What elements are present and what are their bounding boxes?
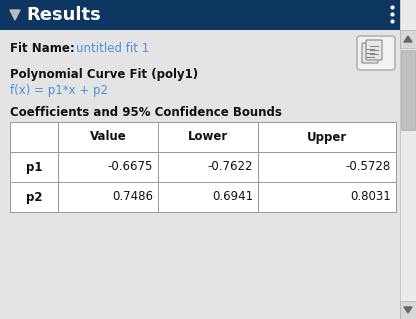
Text: 0.7486: 0.7486: [112, 190, 153, 204]
Text: 0.8031: 0.8031: [350, 190, 391, 204]
Text: f(x) = p1*x + p2: f(x) = p1*x + p2: [10, 84, 108, 97]
Text: untitled fit 1: untitled fit 1: [76, 42, 149, 55]
Text: -0.5728: -0.5728: [346, 160, 391, 174]
Text: Upper: Upper: [307, 130, 347, 144]
Text: p1: p1: [26, 160, 42, 174]
Bar: [58, 152, 158, 182]
Text: p2: p2: [26, 190, 42, 204]
FancyBboxPatch shape: [362, 43, 378, 63]
Text: Lower: Lower: [188, 130, 228, 144]
Bar: [400, 301, 416, 319]
Text: -0.6675: -0.6675: [108, 160, 153, 174]
Text: 0.6941: 0.6941: [212, 190, 253, 204]
Text: -0.7622: -0.7622: [208, 160, 253, 174]
Bar: [158, 152, 258, 182]
Bar: [400, 30, 416, 48]
Bar: [0, 0, 416, 30]
FancyBboxPatch shape: [366, 40, 382, 60]
Bar: [10, 182, 58, 212]
Polygon shape: [10, 10, 20, 20]
Bar: [58, 182, 158, 212]
Bar: [10, 122, 58, 152]
Text: Polynomial Curve Fit (poly1): Polynomial Curve Fit (poly1): [10, 68, 198, 81]
Text: Coefficients and 95% Confidence Bounds: Coefficients and 95% Confidence Bounds: [10, 106, 282, 119]
Bar: [400, 0, 416, 319]
Text: Results: Results: [26, 6, 101, 24]
Bar: [158, 182, 258, 212]
Polygon shape: [404, 307, 412, 313]
Bar: [258, 152, 396, 182]
FancyBboxPatch shape: [357, 36, 395, 70]
Bar: [401, 50, 415, 130]
Bar: [258, 182, 396, 212]
Polygon shape: [404, 36, 412, 42]
Bar: [258, 122, 396, 152]
Bar: [10, 152, 58, 182]
Text: Value: Value: [89, 130, 126, 144]
Bar: [158, 122, 258, 152]
Text: Fit Name:: Fit Name:: [10, 42, 75, 55]
Bar: [58, 122, 158, 152]
